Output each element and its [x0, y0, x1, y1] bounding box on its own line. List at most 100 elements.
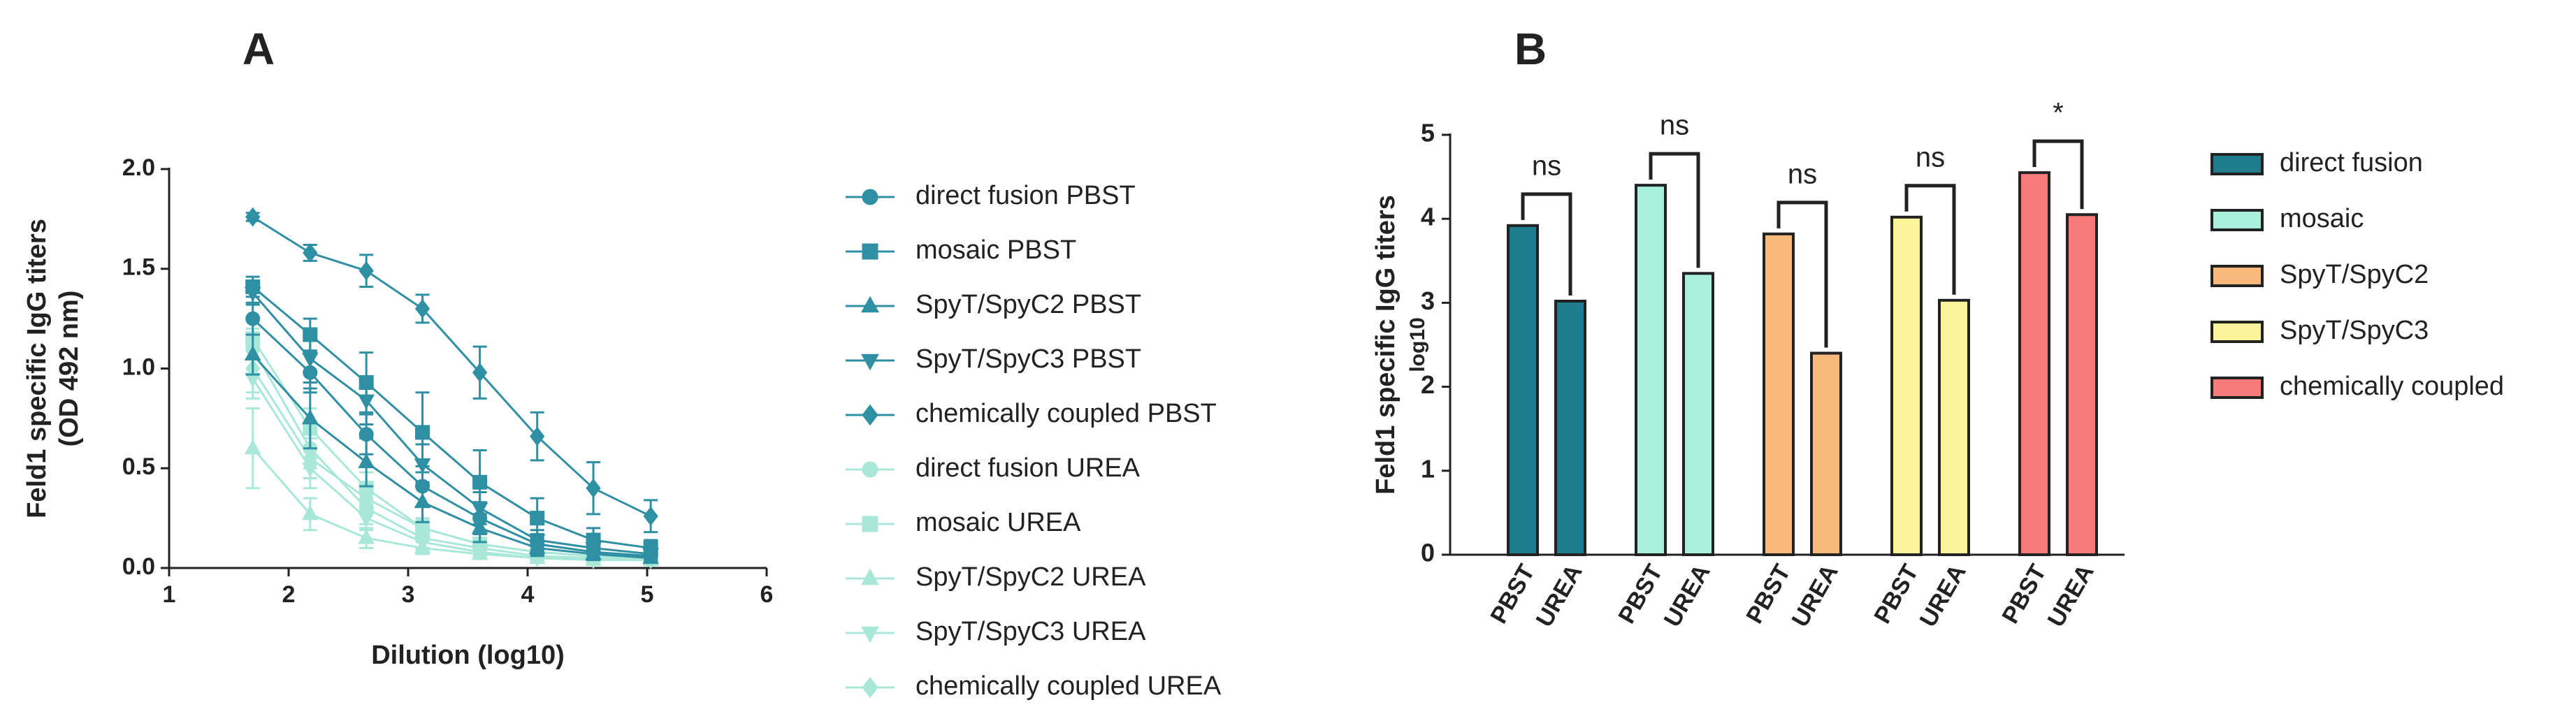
y-tick-label: 1.0 [122, 354, 155, 380]
x-tick-label: 5 [641, 581, 654, 608]
bar [1763, 232, 1795, 556]
marker [861, 354, 879, 371]
marker [861, 568, 879, 585]
significance-bracket [1521, 192, 1572, 296]
marker [244, 345, 261, 361]
legend-marker [862, 676, 878, 699]
legend-marker [862, 404, 878, 426]
y-tick-label: 4 [1421, 203, 1435, 231]
marker [301, 409, 319, 425]
marker [415, 425, 430, 440]
legend-label: SpyT/SpyC3 PBST [916, 344, 1141, 374]
x-tick-label: 1 [163, 581, 176, 608]
marker [245, 311, 261, 326]
legend-label: mosaic [2280, 204, 2364, 233]
legend-label: mosaic UREA [916, 508, 1081, 537]
bar [1938, 298, 1970, 556]
legend-swatch [2210, 153, 2264, 175]
x-tick-label: 3 [402, 581, 415, 608]
significance-bracket [1649, 152, 1700, 268]
significance-bracket [1777, 201, 1828, 348]
x-axis-title: Dilution (log10) [371, 641, 565, 670]
series-line [252, 354, 651, 560]
marker [862, 516, 878, 532]
marker [303, 365, 318, 380]
x-tick-label: UREA [1659, 560, 1716, 631]
legend-label: SpyT/SpyC2 [2280, 260, 2429, 289]
series-line [252, 337, 651, 560]
y-tick-label: 0.5 [122, 453, 155, 480]
marker [472, 511, 488, 526]
y-tick-label: 0 [1421, 539, 1435, 567]
marker [861, 296, 879, 313]
series-line [252, 286, 651, 549]
marker [244, 439, 261, 455]
legend-swatch [2210, 321, 2264, 343]
marker [472, 363, 488, 383]
x-tick-label: 6 [760, 581, 774, 608]
marker [245, 279, 261, 294]
marker [862, 243, 878, 260]
legend-marker [861, 568, 879, 585]
marker [358, 529, 375, 544]
x-tick-label: 2 [282, 581, 296, 608]
y-tick-label: 3 [1421, 286, 1435, 315]
legend-swatch [2210, 265, 2264, 287]
legend-marker [861, 296, 879, 313]
bar [1554, 299, 1586, 556]
y-axis-subtitle: log10 [1406, 317, 1429, 372]
significance-label: ns [1788, 159, 1817, 189]
legend-label: mosaic PBST [916, 235, 1076, 265]
bar [1507, 224, 1539, 556]
legend-label: chemically coupled UREA [916, 671, 1222, 701]
marker [359, 500, 374, 516]
marker [359, 427, 374, 442]
series-line [252, 348, 651, 562]
marker [415, 479, 430, 494]
y-tick-label: 0.0 [122, 553, 155, 580]
y-tick-label: 1.5 [122, 254, 155, 281]
marker [861, 626, 879, 643]
marker [586, 478, 601, 498]
y-axis-title: Feld1 specific IgG titers [1371, 195, 1401, 495]
marker [643, 506, 658, 526]
x-tick-label: UREA [2043, 560, 2099, 631]
x-tick-label: UREA [1531, 560, 1588, 631]
marker [359, 261, 374, 281]
significance-label: ns [1916, 142, 1945, 173]
significance-label: ns [1660, 110, 1689, 141]
marker [301, 504, 319, 520]
series-line [252, 216, 651, 518]
marker [530, 426, 545, 446]
legend-label: SpyT/SpyC3 [2280, 316, 2429, 345]
legend-marker [861, 354, 879, 371]
marker [358, 453, 375, 469]
x-tick-label: UREA [1787, 560, 1844, 631]
legend-marker [862, 516, 878, 532]
x-tick-label: UREA [1915, 560, 1971, 631]
marker [359, 374, 374, 390]
marker [245, 207, 261, 227]
significance-bracket [2032, 139, 2084, 210]
significance-label: ns [1532, 150, 1561, 181]
series-line [252, 292, 651, 555]
marker [586, 544, 601, 560]
bar [1682, 272, 1714, 556]
marker [472, 474, 488, 490]
bar [2066, 213, 2098, 556]
bar [1635, 184, 1667, 556]
legend-label: direct fusion PBST [916, 181, 1136, 210]
legend-marker [862, 461, 878, 478]
y-axis-title: (OD 492 nm) [55, 291, 84, 447]
panel-label: A [243, 24, 275, 74]
bar [1810, 351, 1842, 556]
legend-label: chemically coupled PBST [916, 399, 1217, 428]
y-tick-label: 1 [1421, 454, 1435, 483]
marker [303, 327, 318, 342]
legend-swatch [2210, 209, 2264, 231]
y-tick-label: 5 [1421, 119, 1435, 147]
significance-label: * [2053, 98, 2064, 129]
x-tick-label: 4 [521, 581, 535, 608]
legend-label: direct fusion [2280, 148, 2423, 177]
series-line [252, 318, 651, 558]
